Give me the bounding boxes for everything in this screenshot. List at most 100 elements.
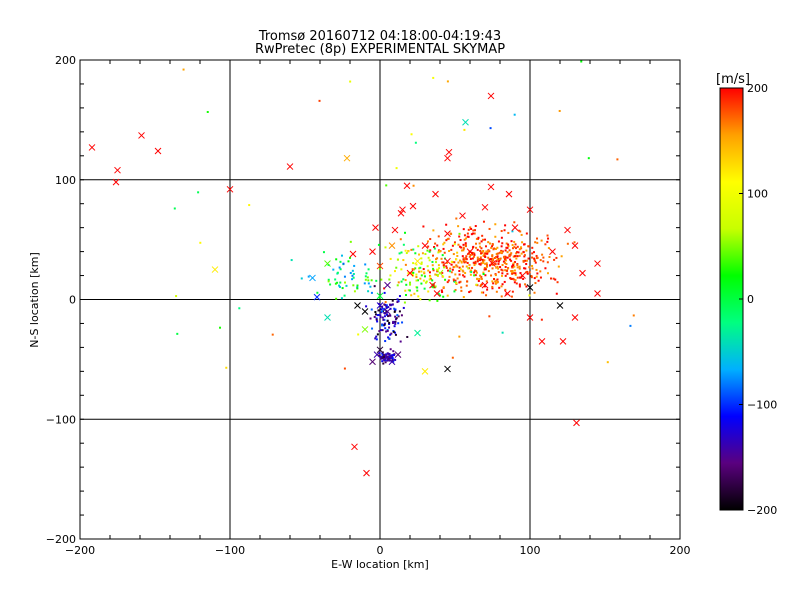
data-point — [500, 249, 503, 252]
data-point — [423, 271, 426, 274]
data-point — [386, 359, 389, 362]
data-point — [367, 268, 370, 271]
data-point — [428, 259, 431, 262]
data-point — [394, 320, 397, 323]
data-point — [552, 277, 555, 280]
cross-stroke — [559, 338, 567, 345]
cross-stroke — [388, 242, 396, 249]
data-point — [527, 245, 530, 248]
data-point-cross — [138, 132, 145, 139]
data-point — [420, 257, 423, 260]
data-point — [411, 273, 414, 276]
data-point — [382, 356, 385, 359]
data-point — [512, 262, 515, 265]
data-point — [476, 260, 479, 263]
data-point — [504, 224, 507, 227]
data-point — [450, 248, 453, 251]
data-point — [485, 262, 488, 265]
data-point — [453, 243, 456, 246]
data-point — [483, 268, 486, 271]
data-point — [504, 288, 507, 291]
data-point — [423, 275, 426, 278]
data-point — [383, 318, 386, 321]
data-point-cross — [369, 358, 376, 366]
data-point — [475, 246, 478, 249]
data-point — [557, 265, 560, 268]
data-point — [514, 279, 517, 282]
data-point — [476, 248, 479, 251]
data-point — [397, 322, 400, 325]
data-point — [429, 275, 432, 278]
data-point — [436, 299, 439, 302]
data-point — [474, 274, 477, 277]
data-point — [428, 278, 431, 281]
cross-stroke — [324, 314, 331, 321]
data-point — [396, 258, 399, 261]
data-point — [515, 282, 518, 285]
cross-stroke — [519, 272, 526, 279]
data-point — [339, 260, 342, 263]
cross-stroke — [313, 293, 321, 301]
data-point — [489, 258, 492, 261]
data-point — [480, 277, 483, 280]
data-point — [466, 232, 469, 235]
data-point — [505, 246, 508, 249]
data-point — [497, 252, 500, 255]
data-point-cross — [526, 314, 534, 321]
data-point — [466, 261, 469, 264]
data-point — [555, 256, 558, 259]
data-point — [432, 254, 435, 257]
cross-stroke — [414, 257, 421, 265]
data-point — [420, 261, 423, 264]
data-point — [501, 250, 504, 253]
cross-stroke — [397, 209, 405, 217]
data-point-cross — [313, 293, 321, 301]
data-point — [514, 243, 517, 246]
data-point — [541, 253, 544, 256]
data-point — [307, 275, 310, 278]
data-point-cross — [397, 209, 405, 217]
data-point — [344, 281, 347, 284]
data-point — [522, 277, 525, 280]
data-point — [556, 281, 559, 284]
cross-stroke — [112, 178, 120, 186]
cross-stroke — [354, 302, 361, 309]
data-point — [487, 256, 490, 259]
data-point — [486, 252, 489, 255]
cross-stroke — [526, 206, 534, 214]
data-point — [511, 290, 514, 293]
data-point — [378, 330, 381, 333]
data-point — [380, 329, 383, 332]
data-point-cross — [403, 182, 411, 190]
data-point — [458, 235, 461, 238]
cross-stroke — [511, 224, 519, 232]
data-point-cross — [559, 338, 567, 345]
cross-stroke — [594, 290, 601, 297]
data-point — [526, 272, 529, 275]
data-point — [506, 267, 509, 270]
data-point — [400, 268, 403, 271]
data-point-cross — [429, 281, 436, 289]
data-point — [412, 184, 415, 187]
x-tick-label: 200 — [670, 544, 691, 557]
data-point — [438, 250, 441, 253]
data-point — [506, 256, 509, 259]
data-point — [479, 263, 482, 266]
data-point — [499, 251, 502, 254]
data-point — [491, 267, 494, 270]
data-point — [397, 315, 400, 318]
data-point — [334, 282, 337, 285]
data-point — [393, 310, 396, 313]
data-point — [511, 230, 514, 233]
data-point — [206, 110, 209, 113]
data-point — [399, 238, 402, 241]
data-point — [380, 308, 383, 311]
data-point — [413, 292, 416, 295]
data-point — [463, 275, 466, 278]
data-point — [473, 269, 476, 272]
data-point — [523, 267, 526, 270]
cross-stroke — [429, 281, 436, 289]
data-point — [381, 310, 384, 313]
data-point-cross — [505, 190, 513, 198]
data-point — [457, 225, 460, 228]
